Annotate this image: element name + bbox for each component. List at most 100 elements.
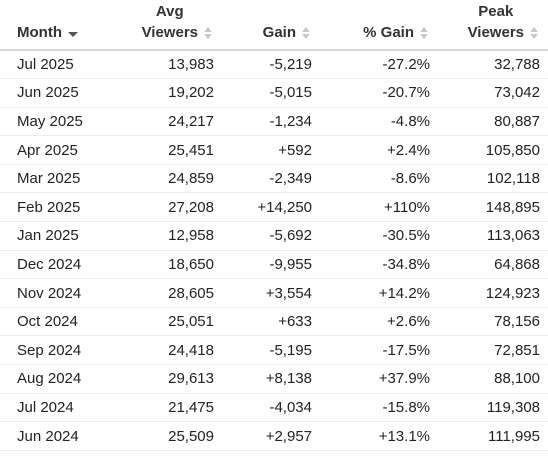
cell-gain: +633 [222, 307, 320, 337]
table-row: Sep 2024 24,418 -5,195 -17.5% 72,851 [0, 335, 548, 366]
cell-gain: -5,195 [222, 335, 320, 366]
header-pct-gain[interactable]: % Gain [320, 0, 438, 51]
header-gain[interactable]: Gain [222, 0, 320, 51]
header-peak-line2: Viewers [467, 24, 524, 41]
table-row: Jun 2025 19,202 -5,015 -20.7% 73,042 [0, 78, 548, 108]
cell-avg-viewers: 27,208 [118, 192, 222, 223]
cell-avg-viewers: 25,051 [118, 307, 222, 337]
cell-month: Jun 2025 [0, 78, 118, 108]
cell-month: Sep 2024 [0, 335, 118, 366]
cell-gain: +8,138 [222, 364, 320, 394]
table-row: Apr 2025 25,451 +592 +2.4% 105,850 [0, 135, 548, 165]
cell-gain: -5,219 [222, 50, 320, 80]
sort-descending-icon [67, 32, 78, 37]
table-row: Oct 2024 25,051 +633 +2.6% 78,156 [0, 307, 548, 337]
header-pct-gain-label: % Gain [363, 24, 414, 41]
header-month[interactable]: Month [0, 0, 118, 51]
table-row: Aug 2024 29,613 +8,138 +37.9% 88,100 [0, 364, 548, 394]
cell-peak-viewers: 148,895 [438, 192, 548, 223]
cell-peak-viewers: 105,850 [438, 135, 548, 165]
cell-gain: -5,015 [222, 78, 320, 108]
cell-avg-viewers: 21,475 [118, 393, 222, 423]
cell-pct-gain: +110% [320, 192, 438, 223]
cell-month: May 2025 [0, 107, 118, 137]
cell-peak-viewers: 124,923 [438, 278, 548, 308]
cell-pct-gain: +14.2% [320, 278, 438, 308]
cell-pct-gain: -15.8% [320, 393, 438, 423]
cell-pct-gain: +2.6% [320, 307, 438, 337]
cell-avg-viewers: 25,509 [118, 421, 222, 451]
cell-peak-viewers: 111,995 [438, 421, 548, 451]
cell-pct-gain: +13.1% [320, 421, 438, 451]
cell-gain: -5,692 [222, 221, 320, 251]
cell-month: Jul 2025 [0, 50, 118, 80]
cell-gain: +592 [222, 135, 320, 165]
cell-pct-gain: -8.6% [320, 164, 438, 194]
sort-icon [204, 26, 214, 40]
cell-month: Apr 2025 [0, 135, 118, 165]
sort-icon [530, 26, 540, 40]
cell-peak-viewers: 88,100 [438, 364, 548, 394]
cell-month: Jan 2025 [0, 221, 118, 251]
header-row: Month Avg Viewers Gain [0, 0, 548, 51]
header-month-label: Month [17, 24, 62, 41]
cell-gain: +2,957 [222, 421, 320, 451]
header-peak-line1: Peak [478, 3, 514, 20]
cell-avg-viewers: 24,418 [118, 335, 222, 366]
table-row: Feb 2025 27,208 +14,250 +110% 148,895 [0, 192, 548, 223]
table-body: Jul 2025 13,983 -5,219 -27.2% 32,788 Jun 2025… [0, 50, 548, 451]
cell-peak-viewers: 73,042 [438, 78, 548, 108]
table-row: Jun 2024 25,509 +2,957 +13.1% 111,995 [0, 421, 548, 451]
cell-pct-gain: +2.4% [320, 135, 438, 165]
cell-pct-gain: -17.5% [320, 335, 438, 366]
cell-gain: -9,955 [222, 250, 320, 280]
cell-pct-gain: -34.8% [320, 250, 438, 280]
cell-avg-viewers: 19,202 [118, 78, 222, 108]
cell-peak-viewers: 102,118 [438, 164, 548, 194]
cell-month: Jun 2024 [0, 421, 118, 451]
cell-avg-viewers: 24,859 [118, 164, 222, 194]
cell-peak-viewers: 32,788 [438, 50, 548, 80]
cell-gain: -1,234 [222, 107, 320, 137]
cell-pct-gain: -30.5% [320, 221, 438, 251]
cell-avg-viewers: 25,451 [118, 135, 222, 165]
cell-peak-viewers: 64,868 [438, 250, 548, 280]
header-gain-label: Gain [262, 24, 296, 41]
cell-avg-viewers: 12,958 [118, 221, 222, 251]
header-avg-viewers[interactable]: Avg Viewers [118, 0, 222, 51]
sort-icon [302, 26, 312, 40]
cell-gain: -4,034 [222, 393, 320, 423]
header-peak-viewers[interactable]: Peak Viewers [438, 0, 548, 51]
cell-month: Dec 2024 [0, 250, 118, 280]
cell-avg-viewers: 24,217 [118, 107, 222, 137]
cell-avg-viewers: 28,605 [118, 278, 222, 308]
table-row: Nov 2024 28,605 +3,554 +14.2% 124,923 [0, 278, 548, 308]
cell-pct-gain: -20.7% [320, 78, 438, 108]
sort-icon [420, 26, 430, 40]
table-header: Month Avg Viewers Gain [0, 0, 548, 51]
cell-avg-viewers: 13,983 [118, 50, 222, 80]
table-row: Dec 2024 18,650 -9,955 -34.8% 64,868 [0, 250, 548, 280]
cell-peak-viewers: 119,308 [438, 393, 548, 423]
table-row: May 2025 24,217 -1,234 -4.8% 80,887 [0, 107, 548, 137]
cell-peak-viewers: 78,156 [438, 307, 548, 337]
table-row: Mar 2025 24,859 -2,349 -8.6% 102,118 [0, 164, 548, 194]
table-row: Jul 2025 13,983 -5,219 -27.2% 32,788 [0, 50, 548, 80]
cell-gain: -2,349 [222, 164, 320, 194]
table-row: Jan 2025 12,958 -5,692 -30.5% 113,063 [0, 221, 548, 251]
cell-month: Nov 2024 [0, 278, 118, 308]
cell-avg-viewers: 18,650 [118, 250, 222, 280]
cell-pct-gain: +37.9% [320, 364, 438, 394]
cell-month: Mar 2025 [0, 164, 118, 194]
header-avg-line2: Viewers [141, 24, 198, 41]
cell-avg-viewers: 29,613 [118, 364, 222, 394]
cell-month: Jul 2024 [0, 393, 118, 423]
cell-gain: +14,250 [222, 192, 320, 223]
table-row: Jul 2024 21,475 -4,034 -15.8% 119,308 [0, 393, 548, 423]
cell-month: Oct 2024 [0, 307, 118, 337]
cell-month: Feb 2025 [0, 192, 118, 223]
cell-pct-gain: -4.8% [320, 107, 438, 137]
cell-gain: +3,554 [222, 278, 320, 308]
cell-month: Aug 2024 [0, 364, 118, 394]
